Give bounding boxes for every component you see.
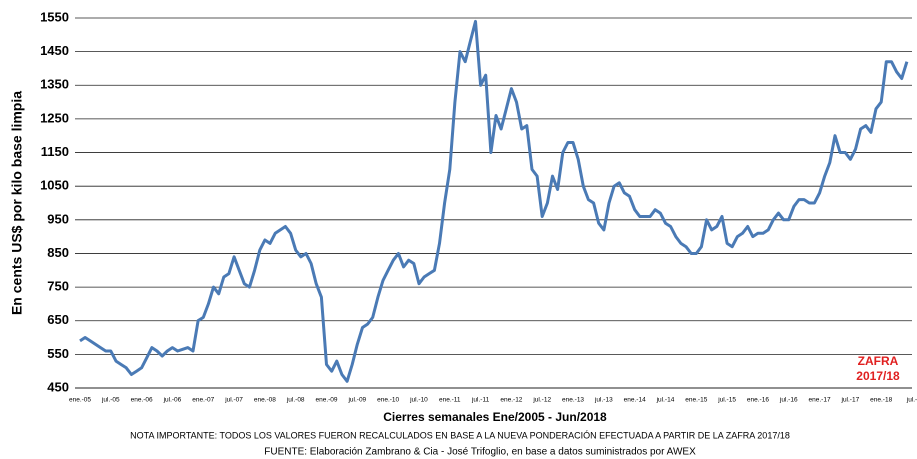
x-tick-label: ene.-16 xyxy=(747,397,769,404)
x-axis-title: Cierres semanales Ene/2005 - Jun/2018 xyxy=(383,410,607,424)
y-tick-label: 450 xyxy=(47,379,69,394)
y-tick-label: 1550 xyxy=(40,9,69,24)
x-tick-label: ene.-14 xyxy=(624,397,646,404)
x-tick-label: ene.-12 xyxy=(500,397,522,404)
x-tick-label: jul.-09 xyxy=(347,397,366,404)
y-tick-label: 650 xyxy=(47,312,69,327)
x-tick-label: ene.-18 xyxy=(870,397,892,404)
x-tick-label: ene.-05 xyxy=(69,397,91,404)
y-tick-label: 1350 xyxy=(40,77,69,92)
x-tick-label: ene.-17 xyxy=(809,397,831,404)
x-tick-label: jul.-16 xyxy=(779,397,798,404)
x-tick-label: ene.-11 xyxy=(439,397,461,404)
x-tick-label: ene.-08 xyxy=(254,397,276,404)
x-tick-label: jul.-17 xyxy=(841,397,860,404)
x-tick-label: ene.-09 xyxy=(315,397,337,404)
x-tick-label: jul.- xyxy=(906,397,917,404)
x-tick-label: jul.-06 xyxy=(163,397,182,404)
note: FUENTE: Elaboración Zambrano & Cia - Jos… xyxy=(264,447,696,458)
x-tick-label: ene.-07 xyxy=(192,397,214,404)
annotation: 2017/18 xyxy=(856,369,900,383)
note: NOTA IMPORTANTE: TODOS LOS VALORES FUERO… xyxy=(130,430,790,440)
x-tick-label: ene.-13 xyxy=(562,397,584,404)
x-tick-label: ene.-06 xyxy=(131,397,153,404)
x-tick-label: jul.-10 xyxy=(409,397,428,404)
annotation: ZAFRA xyxy=(858,354,899,368)
y-tick-label: 1150 xyxy=(41,144,69,159)
x-tick-label: jul.-07 xyxy=(224,397,243,404)
y-tick-label: 950 xyxy=(47,211,69,226)
x-tick-label: jul.-12 xyxy=(532,397,551,404)
y-tick-label: 1250 xyxy=(40,110,69,125)
x-tick-label: ene.-10 xyxy=(377,397,399,404)
y-tick-label: 1450 xyxy=(40,43,69,58)
x-tick-label: jul.-05 xyxy=(101,397,120,404)
x-tick-label: jul.-15 xyxy=(717,397,736,404)
line-series xyxy=(79,19,909,383)
x-tick-label: jul.-13 xyxy=(594,397,613,404)
y-axis-title: En cents US$ por kilo base limpia xyxy=(9,91,25,315)
y-tick-label: 1050 xyxy=(40,178,69,193)
x-tick-label: jul.-14 xyxy=(656,397,675,404)
y-tick-label: 850 xyxy=(47,245,69,260)
y-tick-label: 750 xyxy=(47,279,69,294)
x-tick-label: jul.-08 xyxy=(286,397,305,404)
x-tick-label: ene.-15 xyxy=(685,397,707,404)
y-tick-label: 550 xyxy=(47,346,69,361)
x-tick-label: jul.-11 xyxy=(471,397,490,404)
